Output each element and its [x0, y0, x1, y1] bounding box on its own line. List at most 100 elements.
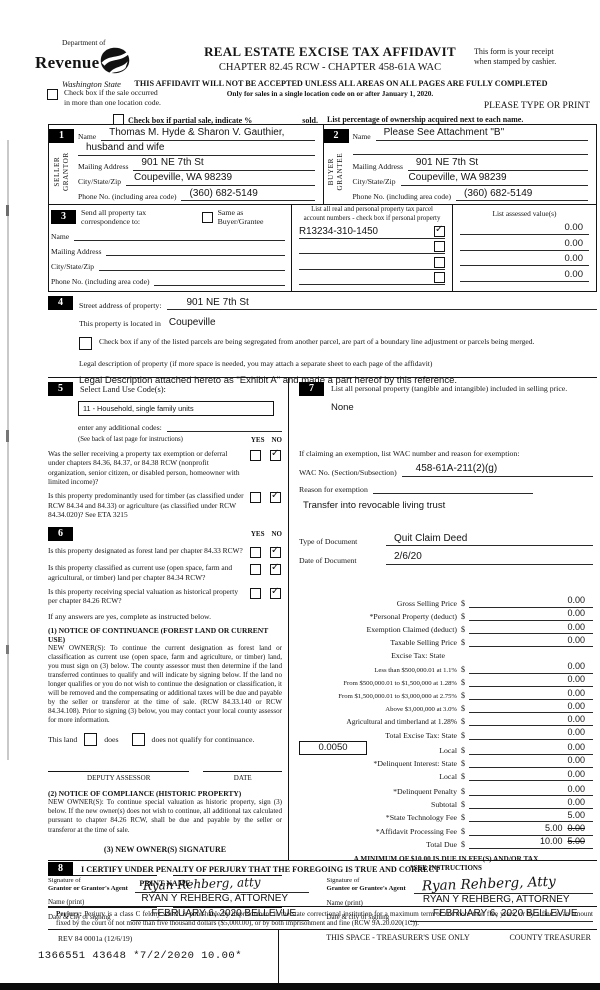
scan-artifact [6, 645, 9, 654]
grantor-date-city-field[interactable]: FEBRUARY 6, 2020 BELLEVUE [131, 908, 309, 922]
q-historic-no-checkbox[interactable] [270, 586, 281, 599]
segregated-checkbox[interactable] [79, 337, 92, 350]
q-timber-no-checkbox[interactable] [270, 490, 281, 504]
q-forest-yes-checkbox[interactable] [250, 547, 261, 559]
parcel-column: List all real and personal property tax … [291, 205, 453, 291]
assessed-value-field[interactable]: 0.00 [460, 238, 589, 251]
q-currentuse-no-checkbox[interactable] [270, 562, 281, 576]
wac-number-field[interactable]: 458-61A-211(2)(g) [401, 463, 593, 477]
seller-phone-field[interactable]: (360) 682-5149 [181, 188, 315, 201]
buyer-name-field[interactable]: Please See Attachment "B" [375, 127, 588, 141]
assessed-value-field[interactable]: 0.00 [460, 253, 589, 267]
parcel-field[interactable]: R13234-310-1450 [299, 224, 445, 239]
delinquent-interest-local-field[interactable]: 0.00 [469, 769, 593, 781]
document-type-field[interactable]: Quit Claim Deed [386, 533, 593, 546]
q-exemption-no-checkbox[interactable] [270, 448, 281, 461]
personal-property-field[interactable]: None [331, 402, 354, 413]
q-historic-yes-checkbox[interactable] [250, 587, 261, 599]
buyer-phone-field[interactable]: (360) 682-5149 [455, 188, 588, 201]
street-address-field[interactable]: 901 NE 7th St [166, 297, 597, 310]
assessed-value-column: List assessed value(s) 0.00 0.00 0.00 0.… [453, 205, 596, 291]
new-owner-signature-line[interactable] [48, 874, 157, 876]
reason-exemption-value[interactable]: Transfer into revocable living trust [303, 499, 446, 511]
agricultural-field[interactable]: 0.00 [469, 714, 593, 727]
personal-property-deduct-field[interactable]: 0.00 [469, 609, 593, 621]
exemption-claimed-field[interactable]: 0.00 [469, 622, 593, 635]
assessed-value-field[interactable]: 0.00 [460, 269, 589, 282]
perjury-lead: Perjury: [56, 910, 82, 918]
footer-divider [278, 930, 279, 983]
county-treasurer-label: COUNTY TREASURER [509, 933, 591, 942]
dept-of-label: Department of [62, 38, 106, 47]
please-type-label: PLEASE TYPE OR PRINT [483, 101, 590, 111]
state-technology-fee-field[interactable]: 5.00 [469, 810, 593, 823]
personal-property-checkbox[interactable] [434, 272, 445, 284]
tier4-field[interactable]: 0.00 [469, 701, 593, 714]
same-as-buyer-checkbox[interactable] [201, 211, 213, 223]
q-exemption-yes-checkbox[interactable] [250, 450, 261, 461]
q-currentuse-yes-checkbox[interactable] [250, 564, 261, 576]
receipt-note: This form is your receipt when stamped b… [474, 47, 557, 67]
personal-property-checkbox[interactable] [434, 241, 445, 253]
taxable-selling-price-field[interactable]: 0.00 [469, 635, 593, 648]
tier2-field[interactable]: 0.00 [469, 674, 593, 687]
subtotal-field[interactable]: 0.00 [469, 797, 593, 810]
assessed-value-field[interactable]: 0.00 [460, 222, 589, 236]
parcel-field[interactable] [299, 241, 445, 255]
corr-name-field[interactable] [74, 229, 285, 241]
parcel-field[interactable] [299, 256, 445, 270]
notice-continuance-body: NEW OWNER(S): To continue the current de… [48, 643, 282, 725]
legal-desc-field[interactable]: Legal Description attached hereto as "Ex… [79, 375, 457, 386]
tier3-field[interactable]: 0.00 [469, 688, 593, 700]
tier1-field[interactable]: 0.00 [469, 661, 593, 674]
grantee-signature[interactable]: Ryan Rehberg, Atty [413, 874, 593, 894]
total-due-field[interactable]: 10.00 5.00 [469, 837, 593, 849]
question-historic: Is this property receiving special valua… [48, 586, 282, 606]
land-use-code-field[interactable]: 11 - Household, single family units [78, 401, 274, 416]
grantor-signature[interactable]: Ryan Rehberg, atty [135, 875, 309, 894]
grantor-name-print-field[interactable]: RYAN Y REHBERG, ATTORNEY [113, 894, 309, 907]
personal-property-checkbox[interactable] [434, 256, 445, 268]
additional-codes-field[interactable] [166, 420, 282, 432]
land-does-checkbox[interactable] [84, 733, 98, 747]
section7-number: 7 [299, 382, 324, 396]
notice-continuance-title: (1) NOTICE OF CONTINUANCE (FOREST LAND O… [48, 625, 269, 644]
personal-property-checkbox[interactable] [434, 224, 445, 237]
see-instructions-note: *SEE INSTRUCTIONS [410, 863, 482, 872]
print-name-label: PRINT NAME [139, 878, 191, 888]
legal-desc-label: Legal description of property (if more s… [79, 359, 433, 368]
grantee-date-city-field[interactable]: FEBRUARY 6, 2020 BELLEVUE [409, 908, 593, 922]
located-in-field[interactable]: Coupeville [168, 317, 216, 328]
gross-selling-price-field[interactable]: 0.00 [469, 595, 593, 608]
local-tax-field[interactable]: 0.00 [469, 742, 593, 755]
buyer-name-field-line2[interactable] [352, 143, 588, 156]
seller-city-field[interactable]: Coupeville, WA 98239 [126, 173, 315, 186]
q-forest-no-checkbox[interactable] [270, 545, 281, 559]
print-name-line[interactable] [48, 906, 157, 908]
buyer-mailing-field[interactable]: 901 NE 7th St [407, 157, 588, 171]
reason-exemption-field[interactable] [372, 482, 533, 494]
local-rate-field[interactable]: 0.0050 [299, 741, 367, 755]
land-does-not-checkbox[interactable] [131, 733, 145, 747]
seller-name-field-line2[interactable]: husband and wife [78, 143, 315, 156]
q-timber-yes-checkbox[interactable] [250, 492, 261, 504]
corr-city-field[interactable] [99, 259, 285, 271]
delinquent-penalty-field[interactable]: 0.00 [469, 784, 593, 796]
corr-phone-field[interactable] [154, 274, 285, 286]
deputy-assessor-signature-line[interactable] [48, 770, 190, 773]
new-owner-signature-line[interactable] [173, 874, 282, 876]
print-name-line[interactable] [173, 906, 282, 908]
affidavit-processing-fee-field[interactable]: 5.00 0.00 [469, 823, 593, 836]
document-date-field[interactable]: 2/6/20 [386, 551, 593, 565]
total-excise-state-field[interactable]: 0.00 [469, 727, 593, 740]
seller-name-field[interactable]: Thomas M. Hyde & Sharon V. Gauthier, [101, 127, 315, 141]
corr-mailing-field[interactable] [106, 244, 285, 256]
parcel-field[interactable] [299, 272, 445, 286]
assessor-date-line[interactable] [203, 770, 282, 773]
seller-mailing-field[interactable]: 901 NE 7th St [133, 158, 315, 171]
certify-statement: I CERTIFY UNDER PENALTY OF PERJURY THAT … [81, 864, 440, 874]
multi-location-checkbox[interactable] [47, 89, 58, 100]
section-7: 7 List all personal property (tangible a… [288, 378, 597, 872]
delinquent-interest-state-field[interactable]: 0.00 [469, 755, 593, 768]
buyer-city-field[interactable]: Coupeville, WA 98239 [400, 173, 588, 186]
